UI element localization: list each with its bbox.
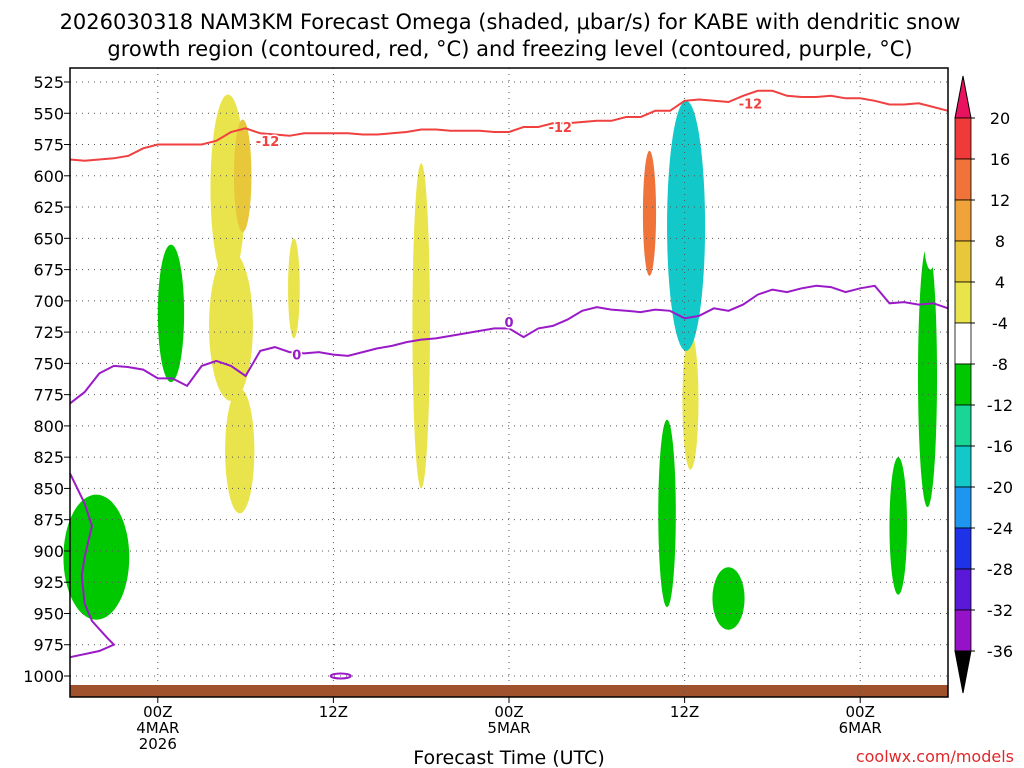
ground-strip [70,685,948,697]
y-tick-label-825: 825 [33,448,64,467]
x-tick-label-0-2: 2026 [139,735,177,753]
site-credit: coolwx.com/models [856,747,1014,766]
y-tick-label-550: 550 [33,104,64,123]
colorbar-label-8: -16 [987,437,1013,456]
colorbar-label-2: 12 [990,191,1010,210]
omega-shade-4 [288,238,300,339]
colorbar: 20 16 12 8 4 -4 -8 -12 -16 -20 -24 -28 -32 -36 [954,75,1013,694]
plot-area: 525 550 575 600 625 650 675 700 725 750 775 800 825 8… [23,67,949,753]
y-tick-label-775: 775 [33,386,64,405]
x-tick-label-3-0: 12Z [670,703,699,721]
colorbar-bin-3 [954,240,972,283]
colorbar-bin-5 [954,322,972,365]
omega-shade-2 [225,388,255,514]
x-tick-label-0-1: 4MAR [136,719,179,737]
y-tick-label-600: 600 [33,167,64,186]
y-tick-label-875: 875 [33,511,64,530]
x-tick-label-1-0: 12Z [319,703,348,721]
y-tick-label-575: 575 [33,136,64,155]
colorbar-bin-4 [954,281,972,324]
y-tick-label-975: 975 [33,636,64,655]
omega-shade-10 [63,494,130,620]
colorbar-bin-6 [954,363,972,406]
colorbar-bin-0 [954,117,972,160]
dgz-minus12-contour [69,89,949,162]
omega-shade-13 [712,567,745,630]
x-tick-label-2-1: 5MAR [487,719,530,737]
colorbar-label-12: -32 [987,601,1013,620]
contour-label-4: 0 [504,316,513,331]
colorbar-label-9: -20 [987,478,1013,497]
y-tick-label-650: 650 [33,229,64,248]
omega-shade-7 [642,150,657,276]
title-line-2: growth region (contoured, red, °C) and f… [107,37,912,61]
y-tick-label-800: 800 [33,417,64,436]
omega-shade-15 [918,244,938,508]
x-tick-label-4-0: 00Z [846,703,875,721]
colorbar-bin-8 [954,445,972,488]
colorbar-bin-11 [954,568,972,611]
omega-shade-9 [667,100,706,351]
y-tick-label-1000: 1000 [23,667,64,686]
omega-shade-11 [157,244,185,383]
omega-shade-12 [658,419,676,608]
omega-shade-6 [682,332,699,470]
y-tick-label-850: 850 [33,479,64,498]
colorbar-bin-1 [954,158,972,201]
y-tick-label-750: 750 [33,354,64,373]
colorbar-label-10: -24 [987,519,1013,538]
colorbar-label-7: -12 [987,396,1013,415]
contour-label-2: -12 [739,97,763,112]
x-tick-label-4-1: 6MAR [839,719,882,737]
colorbar-label-11: -28 [987,560,1013,579]
contour-label-0: -12 [256,135,280,150]
colorbar-label-6: -8 [992,355,1008,374]
colorbar-bin-9 [954,486,972,529]
colorbar-bin-12 [954,609,972,652]
colorbar-label-5: -4 [992,314,1008,333]
colorbar-bin-10 [954,527,972,570]
y-tick-label-950: 950 [33,604,64,623]
x-axis-label: Forecast Time (UTC) [413,747,604,768]
omega-shade-1 [209,250,253,401]
colorbar-label-3: 8 [995,232,1005,251]
omega-shade-5 [412,163,430,489]
colorbar-label-0: 20 [990,109,1010,128]
colorbar-bin-7 [954,404,972,447]
x-tick-label-2-0: 00Z [494,703,523,721]
y-tick-label-725: 725 [33,323,64,342]
x-tick-label-0-0: 00Z [143,703,172,721]
y-tick-label-700: 700 [33,292,64,311]
freezing-level-closed-contour [329,672,352,680]
y-tick-label-900: 900 [33,542,64,561]
omega-shade-16 [923,182,938,270]
contour-label-1: -12 [548,121,572,136]
contour-label-3: 0 [292,349,301,364]
colorbar-label-4: 4 [995,273,1005,292]
omega-shade-3 [233,119,252,233]
colorbar-top-arrow [954,75,972,119]
colorbar-label-13: -36 [987,642,1013,661]
y-tick-label-625: 625 [33,198,64,217]
freezing-level-contour [69,284,949,405]
colorbar-bin-2 [954,199,972,242]
omega-shade-14 [889,457,908,595]
freezing-level-contour-lower [69,472,116,659]
colorbar-label-1: 16 [990,150,1010,169]
y-tick-label-525: 525 [33,73,64,92]
y-tick-label-675: 675 [33,261,64,280]
plot-frame [69,67,949,698]
colorbar-bottom-arrow [954,650,972,694]
y-tick-label-925: 925 [33,573,64,592]
title-line-1: 2026030318 NAM3KM Forecast Omega (shaded… [60,10,961,34]
